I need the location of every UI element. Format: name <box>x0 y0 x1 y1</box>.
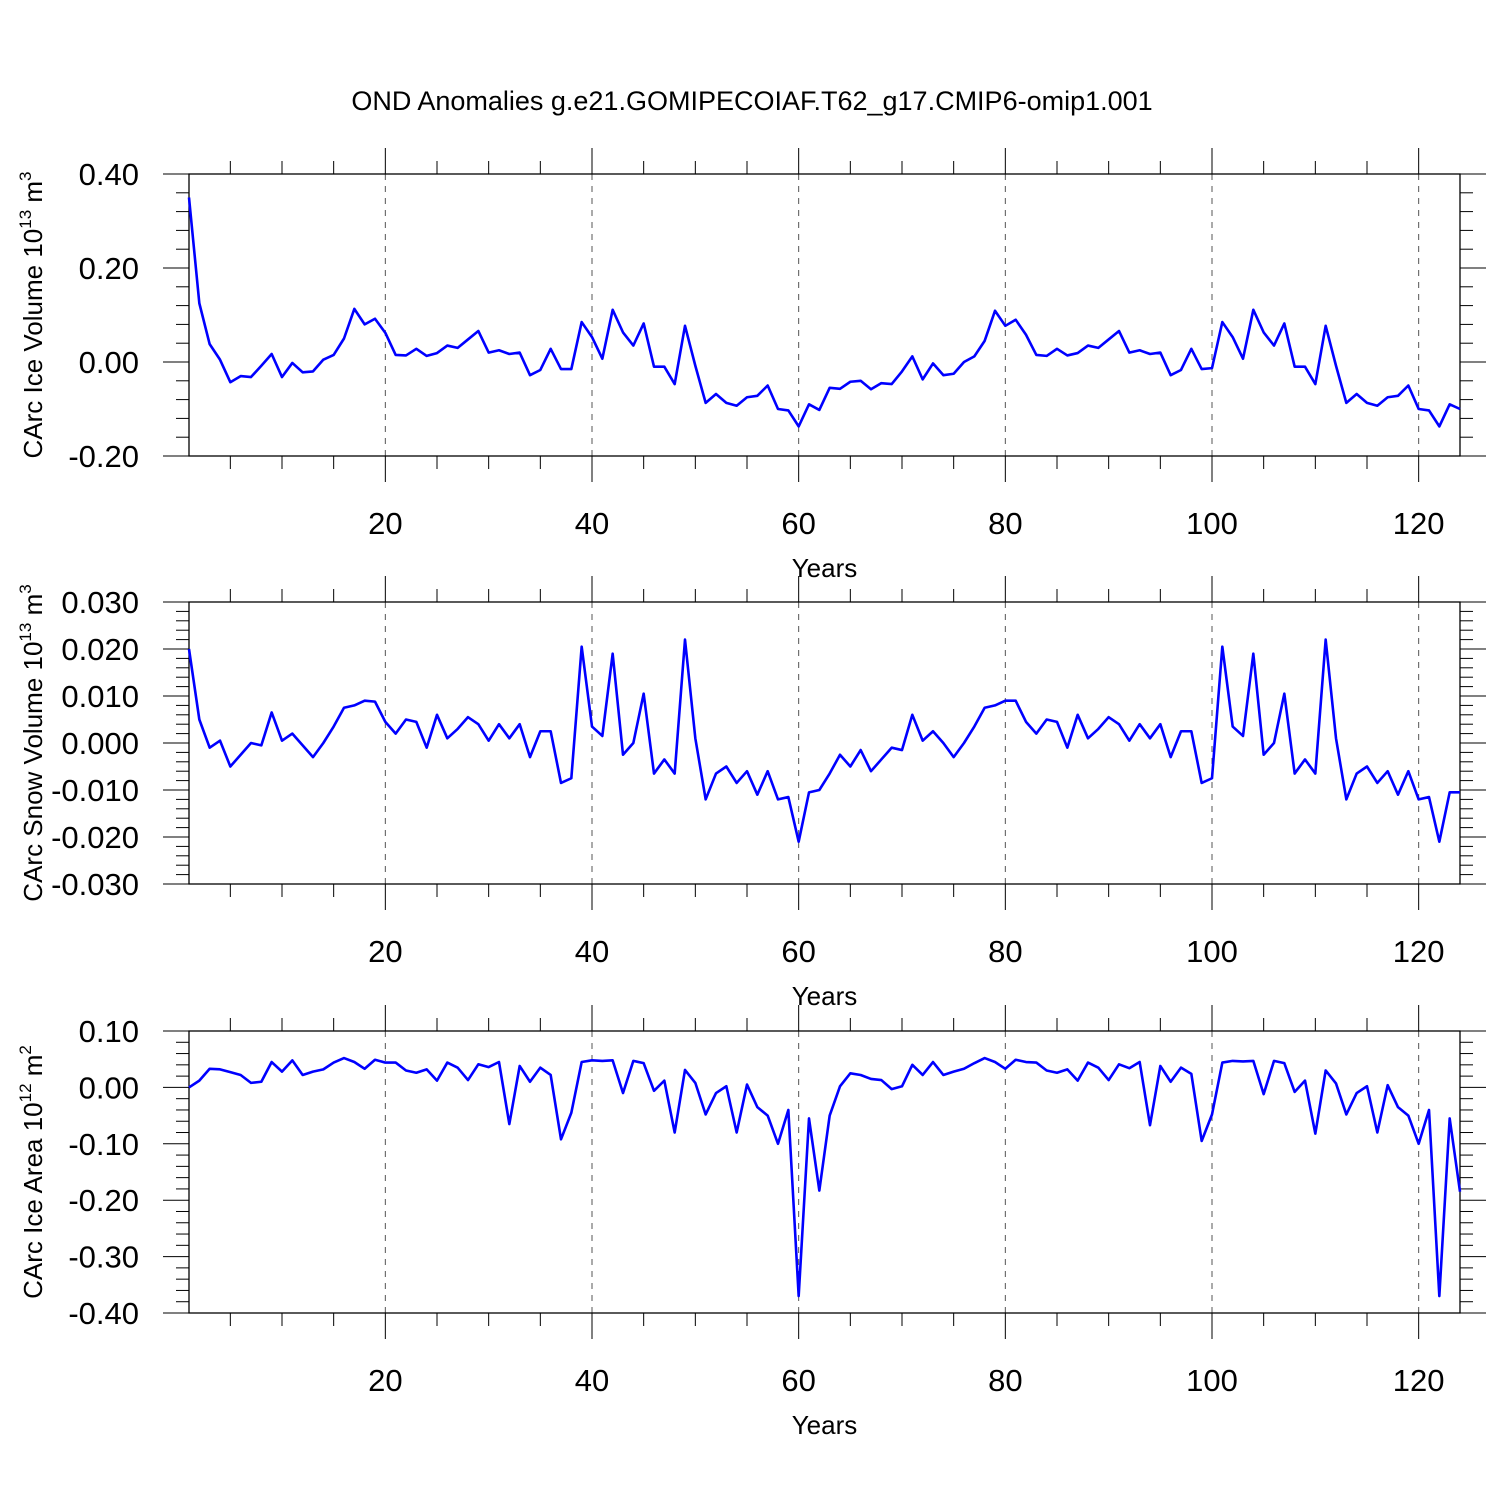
y-tick-label: 0.020 <box>61 632 139 667</box>
y-tick-label: 0.10 <box>79 1014 139 1049</box>
x-tick-label: 100 <box>1186 1363 1238 1398</box>
y-tick-label: -0.030 <box>51 867 139 902</box>
plot-frame <box>188 601 1461 885</box>
x-tick-label: 20 <box>368 506 402 541</box>
x-tick-label: 40 <box>575 506 609 541</box>
x-axis-title: Years <box>792 553 858 583</box>
x-tick-label: 40 <box>575 1363 609 1398</box>
x-tick-label: 60 <box>781 934 815 969</box>
x-tick-label: 120 <box>1393 934 1445 969</box>
panels: -0.20 0.00 0.20 0.40 20 40 60 80 100 120 Years CArc… <box>16 148 1486 1440</box>
x-tick-label: 40 <box>575 934 609 969</box>
y-tick-label: 0.00 <box>79 1070 139 1105</box>
y-tick-label: 0.20 <box>79 251 139 286</box>
series-line-3 <box>188 1056 1462 1298</box>
y-tick-label: 0.40 <box>79 157 139 192</box>
x-tick-label: 60 <box>781 1363 815 1398</box>
y-tick-label: -0.10 <box>68 1127 139 1162</box>
panel-3: -0.40 -0.30 -0.20 -0.10 0.00 0.10 20 40 60 80 100 1… <box>16 1005 1486 1440</box>
x-tick-label: 60 <box>781 506 815 541</box>
x-tick-label: 80 <box>988 506 1022 541</box>
y-tick-label: -0.020 <box>51 820 139 855</box>
y-tick-label: -0.40 <box>68 1296 139 1331</box>
y-tick-label: -0.30 <box>68 1240 139 1275</box>
y-tick-label: 0.030 <box>61 585 139 620</box>
plot-frame <box>188 173 1461 457</box>
y-tick-label: -0.20 <box>68 439 139 474</box>
panel-2: -0.030 -0.020 -0.010 0.000 0.010 0.020 0.030 20… <box>16 576 1486 1011</box>
y-axis-title: CArc Snow Volume 1013 m3 <box>16 584 48 901</box>
plot-frame <box>188 1030 1461 1314</box>
y-tick-label: 0.00 <box>79 345 139 380</box>
chart-title: OND Anomalies g.e21.GOMIPECOIAF.T62_g17.… <box>351 86 1152 116</box>
series-line-2 <box>187 638 1460 843</box>
x-tick-label: 100 <box>1186 934 1238 969</box>
x-tick-label: 120 <box>1393 1363 1445 1398</box>
x-axis-title: Years <box>792 1410 858 1440</box>
x-tick-label: 80 <box>988 1363 1022 1398</box>
y-tick-label: 0.000 <box>61 726 139 761</box>
y-axis-title: CArc Ice Volume 1013 m3 <box>16 171 48 458</box>
x-tick-label: 80 <box>988 934 1022 969</box>
series-line-1 <box>187 197 1461 428</box>
panel-1: -0.20 0.00 0.20 0.40 20 40 60 80 100 120 Years CArc… <box>16 148 1486 583</box>
x-tick-label: 20 <box>368 934 402 969</box>
x-tick-label: 100 <box>1186 506 1238 541</box>
y-tick-label: 0.010 <box>61 679 139 714</box>
x-tick-label: 20 <box>368 1363 402 1398</box>
y-tick-label: -0.010 <box>51 773 139 808</box>
x-axis-title: Years <box>792 981 858 1011</box>
y-axis-title: CArc Ice Area 1012 m2 <box>16 1045 48 1299</box>
y-tick-label: -0.20 <box>68 1183 139 1218</box>
x-tick-label: 120 <box>1393 506 1445 541</box>
